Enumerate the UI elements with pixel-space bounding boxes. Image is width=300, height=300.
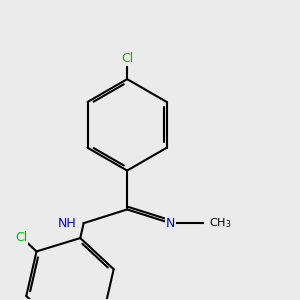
Text: Cl: Cl xyxy=(121,52,133,65)
Text: NH: NH xyxy=(58,217,77,230)
Text: Cl: Cl xyxy=(15,231,28,244)
Text: CH$_3$: CH$_3$ xyxy=(209,216,232,230)
Text: N: N xyxy=(166,217,175,230)
